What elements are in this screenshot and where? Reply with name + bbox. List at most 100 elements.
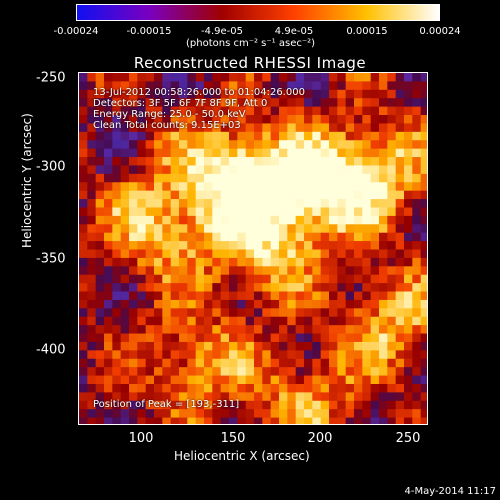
heatmap-cell bbox=[287, 232, 297, 242]
heatmap-cell bbox=[245, 367, 255, 377]
heatmap-cell bbox=[245, 257, 255, 267]
heatmap-cell bbox=[320, 115, 330, 125]
heatmap-cell bbox=[212, 173, 222, 183]
heatmap-cell bbox=[404, 383, 413, 393]
heatmap-cell bbox=[154, 241, 163, 251]
heatmap-cell bbox=[262, 409, 272, 419]
heatmap-cell bbox=[329, 316, 338, 326]
heatmap-cell bbox=[387, 232, 397, 242]
heatmap-cell bbox=[404, 333, 413, 343]
heatmap-cell bbox=[254, 392, 263, 402]
heatmap-cell bbox=[362, 350, 372, 360]
heatmap-cell bbox=[312, 325, 322, 335]
heatmap-cell bbox=[87, 89, 97, 99]
heatmap-cell bbox=[354, 358, 363, 368]
heatmap-cell bbox=[95, 383, 105, 393]
heatmap-cell bbox=[379, 283, 388, 293]
heatmap-cell bbox=[362, 73, 372, 82]
heatmap-cell bbox=[395, 165, 405, 175]
heatmap-cell bbox=[395, 341, 405, 351]
heatmap-cell bbox=[362, 274, 372, 284]
heatmap-cell bbox=[87, 190, 97, 200]
heatmap-cell bbox=[220, 367, 230, 377]
heatmap-cell bbox=[79, 207, 88, 217]
heatmap-cell bbox=[329, 341, 338, 351]
heatmap-cell bbox=[379, 182, 388, 192]
heatmap-cell bbox=[395, 257, 405, 267]
heatmap-cell bbox=[379, 115, 388, 125]
heatmap-cell bbox=[79, 291, 88, 301]
heatmap-cell bbox=[312, 207, 322, 217]
heatmap-cell bbox=[237, 358, 247, 368]
heatmap-cell bbox=[220, 333, 230, 343]
heatmap-cell bbox=[270, 333, 280, 343]
heatmap-cell bbox=[320, 232, 330, 242]
heatmap-cell bbox=[245, 392, 255, 402]
heatmap-cell bbox=[220, 266, 230, 276]
heatmap-cell bbox=[262, 131, 272, 141]
heatmap-cell bbox=[279, 333, 288, 343]
heatmap-cell bbox=[345, 291, 355, 301]
heatmap-cell bbox=[154, 392, 163, 402]
heatmap-cell bbox=[212, 215, 222, 225]
heatmap-cell bbox=[345, 81, 355, 91]
heatmap-cell bbox=[87, 274, 97, 284]
heatmap-cell bbox=[104, 392, 113, 402]
heatmap-cell bbox=[79, 325, 88, 335]
heatmap-cell bbox=[379, 140, 388, 150]
heatmap-cell bbox=[370, 165, 380, 175]
heatmap-cell bbox=[395, 81, 405, 91]
heatmap-cell bbox=[262, 182, 272, 192]
heatmap-cell bbox=[212, 241, 222, 251]
heatmap-cell bbox=[220, 182, 230, 192]
heatmap-cell bbox=[312, 409, 322, 419]
heatmap-cell bbox=[337, 358, 347, 368]
heatmap-cell bbox=[79, 333, 88, 343]
heatmap-cell bbox=[270, 367, 280, 377]
heatmap-cell bbox=[329, 81, 338, 91]
heatmap-cell bbox=[320, 383, 330, 393]
heatmap-cell bbox=[320, 249, 330, 259]
heatmap-cell bbox=[170, 325, 180, 335]
heatmap-cell bbox=[220, 392, 230, 402]
heatmap-cell bbox=[362, 241, 372, 251]
heatmap-cell bbox=[129, 316, 138, 326]
heatmap-cell bbox=[254, 157, 263, 167]
colorbar-tick: 4.9e-05 bbox=[274, 26, 314, 37]
heatmap-cell bbox=[420, 241, 427, 251]
heatmap-cell bbox=[420, 383, 427, 393]
heatmap-cell bbox=[162, 140, 172, 150]
heatmap-cell bbox=[179, 341, 188, 351]
heatmap-cell bbox=[404, 325, 413, 335]
heatmap-cell bbox=[212, 333, 222, 343]
heatmap-cell bbox=[395, 325, 405, 335]
heatmap-cell bbox=[112, 224, 122, 234]
heatmap-cell bbox=[345, 274, 355, 284]
heatmap-cell bbox=[212, 249, 222, 259]
heatmap-cell bbox=[404, 199, 413, 209]
heatmap-cell bbox=[79, 316, 88, 326]
heatmap-cell bbox=[304, 325, 313, 335]
heatmap-cell bbox=[320, 400, 330, 410]
heatmap-cell bbox=[187, 400, 197, 410]
heatmap-cell bbox=[345, 224, 355, 234]
heatmap-cell bbox=[154, 140, 163, 150]
heatmap-cell bbox=[179, 333, 188, 343]
y-axis-label: Heliocentric Y (arcsec) bbox=[20, 113, 34, 248]
heatmap-cell bbox=[404, 291, 413, 301]
heatmap-cell bbox=[354, 308, 363, 318]
heatmap-cell bbox=[395, 207, 405, 217]
heatmap-cell bbox=[120, 241, 130, 251]
heatmap-cell bbox=[154, 257, 163, 267]
heatmap-cell bbox=[187, 207, 197, 217]
heatmap-cell bbox=[404, 224, 413, 234]
heatmap-cell bbox=[387, 274, 397, 284]
heatmap-cell bbox=[379, 249, 388, 259]
heatmap-cell bbox=[412, 157, 422, 167]
heatmap-cell bbox=[204, 367, 213, 377]
heatmap-cell bbox=[420, 367, 427, 377]
heatmap-cell bbox=[220, 274, 230, 284]
heatmap-cell bbox=[287, 199, 297, 209]
heatmap-cell bbox=[287, 299, 297, 309]
heatmap-cell bbox=[245, 274, 255, 284]
